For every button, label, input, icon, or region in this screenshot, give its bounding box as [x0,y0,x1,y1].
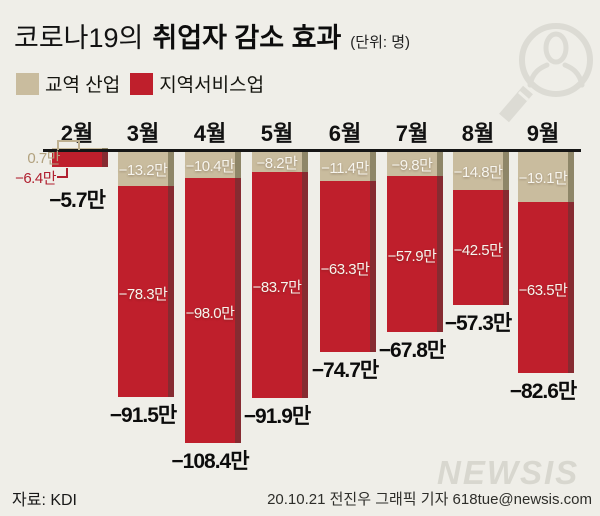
legend-label-services: 지역서비스업 [159,75,265,96]
page-title: 코로나19의 취업자 감소 효과 (단위: 명) [14,16,410,55]
feb-trade-value-label: 0.7만 [27,150,60,167]
bar-segment-trade [185,150,241,178]
trade-value-label: −8.2만 [256,155,298,172]
title-unit: (단위: 명) [350,34,411,51]
feb-services-bracket [57,168,68,178]
trade-value-label: −11.4만 [321,159,369,177]
total-label: −82.6만 [509,380,577,403]
month-label: 9월 [526,121,560,146]
total-label: −91.9만 [243,405,311,428]
byline-credit: 20.10.21 전진우 그래픽 기자 618tue@newsis.com [267,491,592,508]
services-value-label: −42.5만 [453,241,503,259]
month-label: 8월 [461,121,495,146]
total-label: −57.3만 [444,312,512,335]
month-label: 4월 [193,121,227,146]
bar-segment-trade [453,150,509,190]
feb-services-value-label: −6.4만 [15,170,56,187]
trade-value-label: −13.2만 [118,162,168,179]
legend-label-trade: 교역 산업 [45,75,121,96]
bar-segment-services [118,186,174,397]
source-credit: 자료: KDI [12,492,78,509]
total-label: −74.7만 [311,359,379,382]
bar-segment-services [518,202,574,373]
bar-segment-trade [518,150,574,202]
legend-item-services: 지역서비스업 [130,70,264,97]
feb-trade-bracket [57,140,80,150]
services-value-label: −57.9만 [387,248,437,265]
title-prefix: 코로나19의 [14,23,144,53]
chart-legend: 교역 산업 지역서비스업 [16,70,264,97]
bar-segment-services [320,181,376,352]
bar-segment-services [387,176,443,332]
title-main: 취업자 감소 효과 [152,23,342,53]
magnifier-person-icon [499,23,593,123]
bar-segment-trade [320,150,376,181]
total-label: −108.4만 [171,450,249,473]
bar-segment-trade [387,150,443,176]
trade-value-label: −19.1만 [518,170,568,187]
trade-value-label: −9.8만 [391,157,433,174]
zero-axis-line [43,149,581,152]
total-label: −91.5만 [109,404,177,427]
legend-item-trade: 교역 산업 [16,70,120,97]
services-value-label: −83.7만 [252,279,302,296]
month-label: 5월 [260,121,294,146]
services-value-label: −78.3만 [118,285,168,303]
services-value-label: −63.5만 [518,281,568,299]
month-label: 3월 [126,121,160,146]
trade-value-label: −14.8만 [453,164,503,181]
month-label: 7월 [395,121,429,146]
bar-segment-services [52,150,108,167]
trade-swatch-icon [16,72,39,95]
total-label: −5.7만 [49,189,106,212]
bar-segment-services [252,172,308,398]
bar-segment-trade [252,150,308,172]
newsis-watermark: NEWSIS [437,454,580,491]
services-value-label: −63.3만 [320,260,370,278]
bar-segment-trade [118,150,174,186]
bar-segment-services [453,190,509,305]
services-value-label: −98.0만 [185,304,235,322]
services-swatch-icon [130,72,154,95]
total-label: −67.8만 [378,339,446,362]
bar-segment-services [185,178,241,443]
trade-value-label: −10.4만 [185,158,235,175]
month-label: 6월 [328,121,362,146]
